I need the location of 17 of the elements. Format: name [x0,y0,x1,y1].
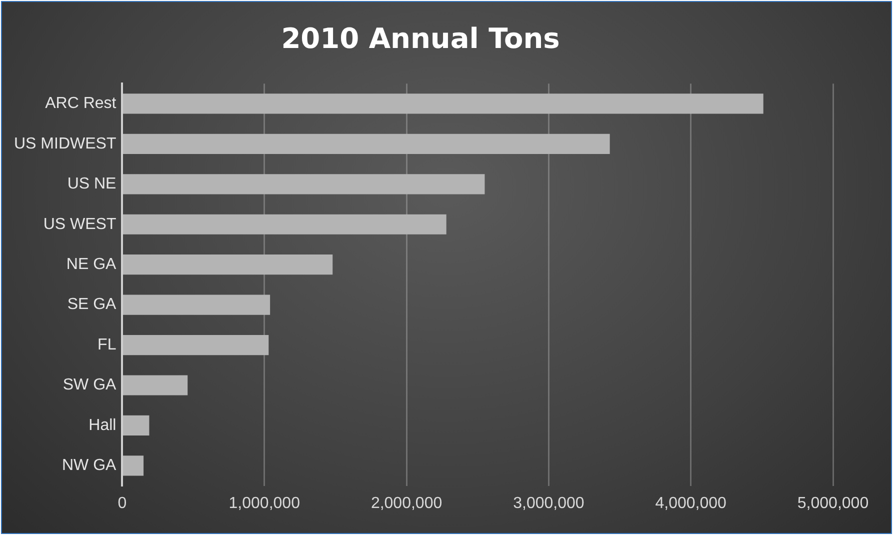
y-tick-label: FL [98,336,116,354]
y-tick-label: NE GA [66,256,117,273]
x-tick-label: 5,000,000 [797,494,869,512]
y-tick-label: SE GA [67,296,117,314]
y-tick-label: SW GA [62,376,117,394]
x-tick-label: 0 [118,494,127,512]
x-tick-label: 2,000,000 [370,494,442,512]
y-tick-label: US WEST [43,216,116,233]
y-tick-label: Hall [88,416,116,434]
x-tick-label: 3,000,000 [513,494,584,512]
y-tick-label: US NE [67,176,116,193]
y-tick-label: US MIDWEST [14,135,116,152]
chart-title: 2010 Annual Tons [281,22,560,56]
y-tick-label: NW GA [62,457,117,474]
x-tick-label: 1,000,000 [228,494,300,512]
y-tick-label: ARC Rest [45,95,117,112]
x-tick-label: 4,000,000 [655,494,727,512]
